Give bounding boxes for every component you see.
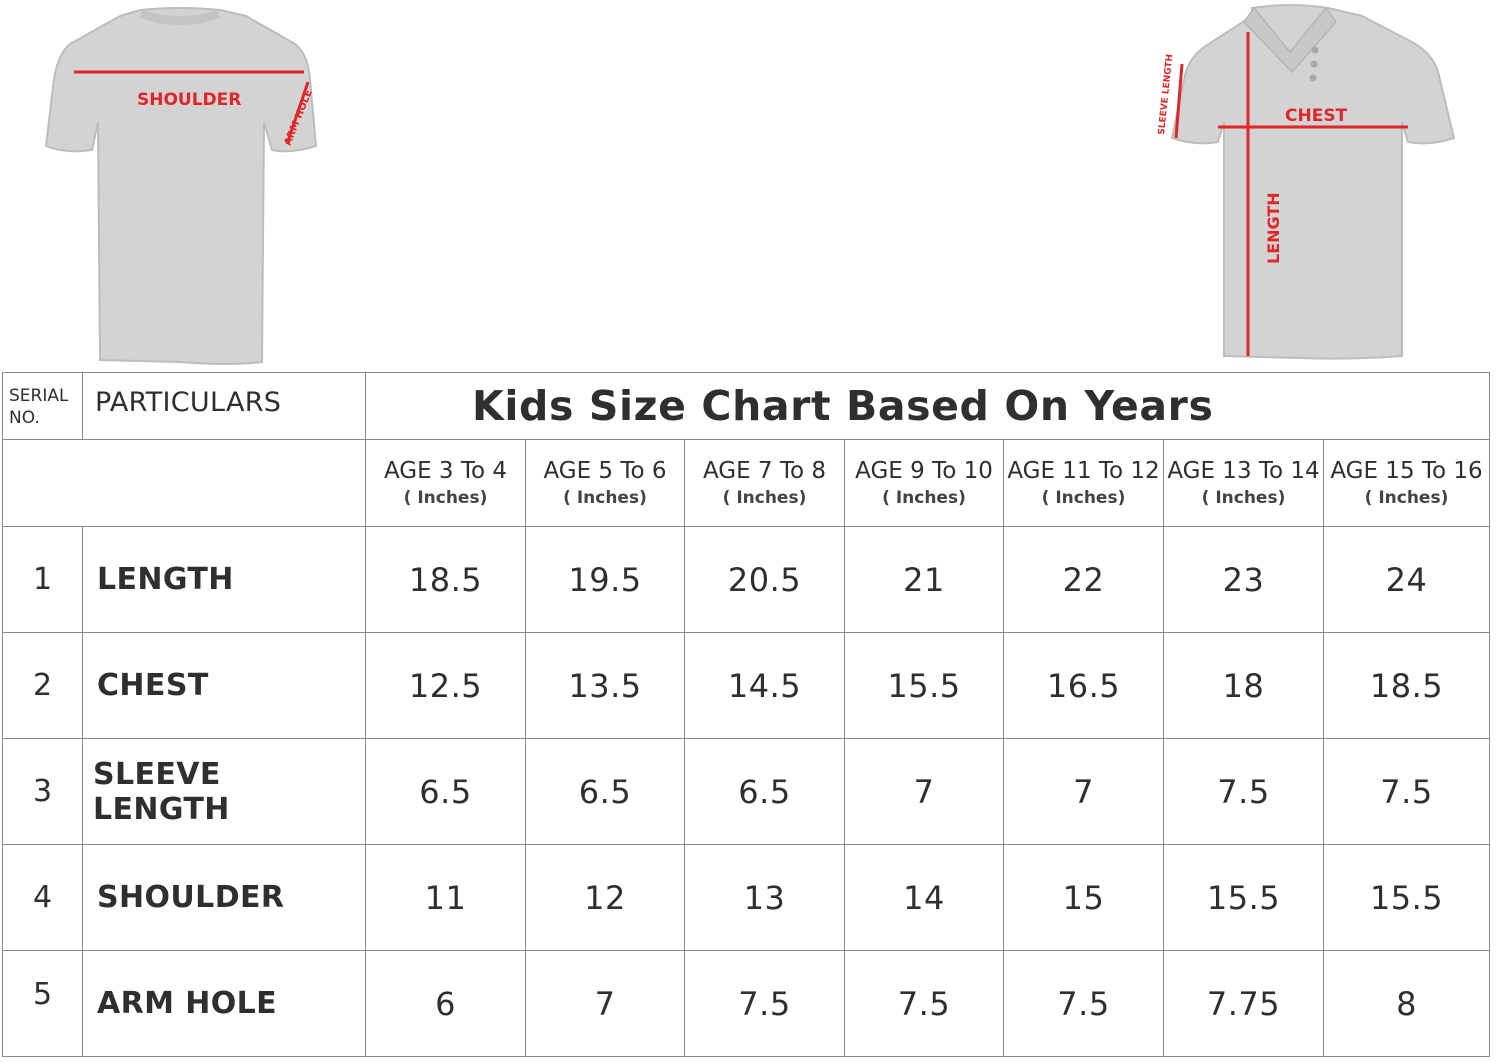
particular-cell: ARM HOLE <box>82 950 366 1057</box>
value-cell: 7.5 <box>844 950 1004 1057</box>
value-cell: 15.5 <box>1323 844 1490 951</box>
table-row: 4 SHOULDER 11 12 13 14 15 15.5 15.5 <box>2 844 1490 951</box>
value-cell: 7.5 <box>1323 738 1490 845</box>
value-cell: 7.5 <box>684 950 845 1057</box>
age-label: AGE 5 To 6 <box>543 458 667 484</box>
serial-cell: 3 <box>2 738 83 845</box>
age-column-header: AGE 13 To 14 ( Inches) <box>1163 439 1324 527</box>
value-cell: 15.5 <box>1163 844 1324 951</box>
particular-cell: SLEEVE LENGTH <box>82 738 366 845</box>
value-cell: 13.5 <box>525 632 685 739</box>
value-cell: 6.5 <box>525 738 685 845</box>
value-cell: 20.5 <box>684 526 845 633</box>
serial-header: SERIAL NO. <box>2 372 83 440</box>
unit-label: ( Inches) <box>722 488 807 508</box>
unit-label: ( Inches) <box>403 488 488 508</box>
age-label: AGE 9 To 10 <box>855 458 993 484</box>
value-cell: 8 <box>1323 950 1490 1057</box>
unit-label: ( Inches) <box>563 488 647 508</box>
age-header-row: AGE 3 To 4( Inches) AGE 5 To 6( Inches) … <box>2 439 1490 527</box>
value-cell: 24 <box>1323 526 1490 633</box>
value-cell: 7.75 <box>1163 950 1324 1057</box>
value-cell: 6.5 <box>365 738 526 845</box>
back-shirt-graphic: SHOULDER ARM HOLE <box>44 7 318 365</box>
value-cell: 18 <box>1163 632 1324 739</box>
serial-cell: 4 <box>2 844 83 951</box>
unit-label: ( Inches) <box>1041 488 1126 508</box>
age-column-header: AGE 15 To 16 ( Inches) <box>1323 439 1490 527</box>
particular-cell: CHEST <box>82 632 366 739</box>
value-cell: 7 <box>525 950 685 1057</box>
value-cell: 6.5 <box>684 738 845 845</box>
chest-label: CHEST <box>1285 106 1348 126</box>
value-cell: 7.5 <box>1163 738 1324 845</box>
age-label: AGE 7 To 8 <box>702 458 827 484</box>
serial-cell: 1 <box>2 526 83 633</box>
serial-cell: 5 <box>2 950 83 1057</box>
value-cell: 7 <box>1003 738 1164 845</box>
value-cell: 21 <box>844 526 1004 633</box>
value-cell: 15.5 <box>844 632 1004 739</box>
value-cell: 22 <box>1003 526 1164 633</box>
table-header-row: SERIAL NO. PARTICULARS Kids Size Chart B… <box>2 372 1490 440</box>
back-shirt-illustration: SHOULDER ARM HOLE <box>40 4 330 366</box>
age-label: AGE 15 To 16 <box>1330 458 1483 484</box>
value-cell: 13 <box>684 844 845 951</box>
unit-label: ( Inches) <box>1201 488 1286 508</box>
value-cell: 14.5 <box>684 632 845 739</box>
age-column-header: AGE 9 To 10 ( Inches) <box>844 439 1004 527</box>
particular-cell: LENGTH <box>82 526 366 633</box>
particulars-header: PARTICULARS <box>82 372 366 440</box>
value-cell: 12.5 <box>365 632 526 739</box>
age-column-header: AGE 3 To 4 ( Inches) <box>365 439 526 527</box>
unit-label: ( Inches) <box>1364 488 1449 508</box>
age-label: AGE 13 To 14 <box>1167 458 1320 484</box>
age-column-header: AGE 5 To 6 ( Inches) <box>525 439 685 527</box>
particular-cell: SHOULDER <box>82 844 366 951</box>
value-cell: 7.5 <box>1003 950 1164 1057</box>
value-cell: 11 <box>365 844 526 951</box>
size-chart-table: SERIAL NO. PARTICULARS Kids Size Chart B… <box>2 372 1490 1057</box>
sleeve-length-label: SLEEVE LENGTH <box>1157 54 1175 136</box>
empty-header-cell <box>2 439 366 527</box>
table-row: 3 SLEEVE LENGTH 6.5 6.5 6.5 7 7 7.5 7.5 <box>2 738 1490 845</box>
value-cell: 19.5 <box>525 526 685 633</box>
shoulder-label: SHOULDER <box>137 90 241 110</box>
age-label: AGE 11 To 12 <box>1007 458 1160 484</box>
value-cell: 16.5 <box>1003 632 1164 739</box>
value-cell: 14 <box>844 844 1004 951</box>
age-column-header: AGE 11 To 12 ( Inches) <box>1003 439 1164 527</box>
table-row: 2 CHEST 12.5 13.5 14.5 15.5 16.5 18 18.5 <box>2 632 1490 739</box>
value-cell: 6 <box>365 950 526 1057</box>
table-row: 5 ARM HOLE 6 7 7.5 7.5 7.5 7.75 8 <box>2 950 1490 1057</box>
unit-label: ( Inches) <box>882 488 966 508</box>
chart-title: Kids Size Chart Based On Years <box>365 372 1490 440</box>
serial-cell: 2 <box>2 632 83 739</box>
age-column-header: AGE 7 To 8 ( Inches) <box>684 439 845 527</box>
value-cell: 7 <box>844 738 1004 845</box>
value-cell: 23 <box>1163 526 1324 633</box>
age-label: AGE 3 To 4 <box>383 458 508 484</box>
value-cell: 18.5 <box>365 526 526 633</box>
front-shirt-illustration: CHEST SLEEVE LENGTH LENGTH <box>1140 0 1460 362</box>
front-shirt-graphic: CHEST SLEEVE LENGTH LENGTH <box>1157 4 1456 360</box>
value-cell: 18.5 <box>1323 632 1490 739</box>
table-row: 1 LENGTH 18.5 19.5 20.5 21 22 23 24 <box>2 526 1490 633</box>
length-label: LENGTH <box>1264 192 1283 264</box>
value-cell: 12 <box>525 844 685 951</box>
value-cell: 15 <box>1003 844 1164 951</box>
